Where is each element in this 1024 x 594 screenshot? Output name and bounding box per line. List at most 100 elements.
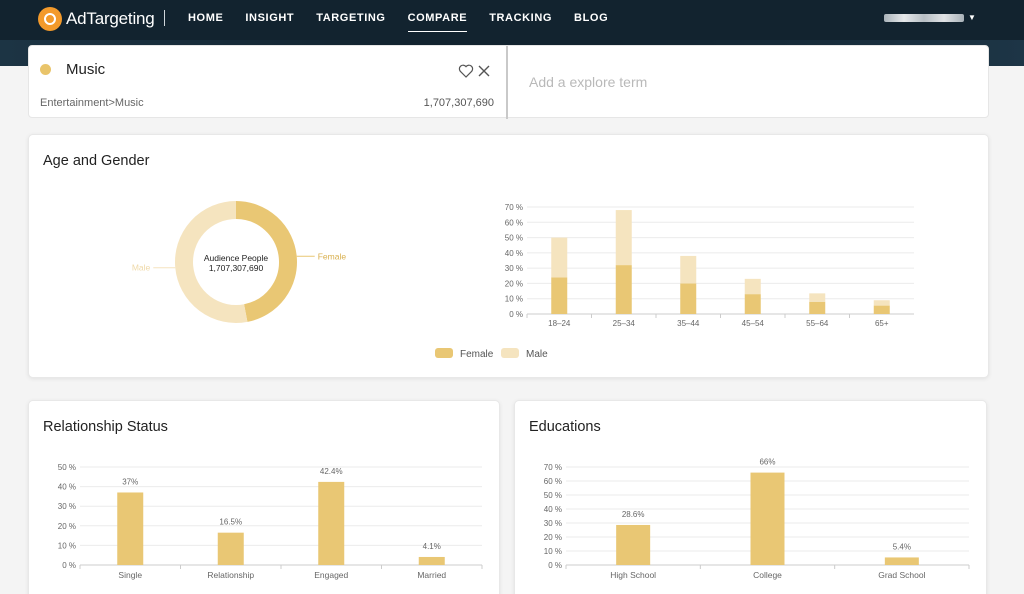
donut-slice-female	[235, 201, 297, 322]
age-bar-female	[551, 277, 568, 314]
age-ytick-label: 70 %	[505, 203, 523, 212]
compare-term-card[interactable]: Music Entertainment>Music 1,707,307,690	[29, 46, 508, 119]
legend-swatch-female	[435, 348, 453, 358]
relationship-value-label: 4.1%	[423, 542, 441, 551]
app-logo[interactable]: AdTargeting	[38, 7, 155, 31]
age-xtick-label: 55–64	[806, 319, 829, 328]
favorite-heart-icon[interactable]	[458, 63, 474, 79]
relationship-bar	[217, 532, 244, 565]
age-xtick-label: 45–54	[742, 319, 765, 328]
age-ytick-label: 10 %	[505, 295, 523, 304]
age-bar-male	[873, 300, 890, 306]
age-gender-title: Age and Gender	[43, 153, 150, 169]
age-bar-male	[744, 278, 761, 295]
age-bar-male	[615, 210, 632, 266]
education-ytick-label: 40 %	[544, 505, 562, 514]
education-xtick-label: College	[753, 570, 782, 580]
compare-bar: Music Entertainment>Music 1,707,307,690	[28, 45, 989, 119]
relationship-ytick-label: 40 %	[58, 483, 76, 492]
relationship-ytick-label: 0 %	[62, 561, 76, 570]
age-bar-female	[809, 301, 826, 314]
user-name: ████████	[884, 13, 964, 22]
relationship-title: Relationship Status	[43, 419, 168, 435]
app-name: AdTargeting	[66, 9, 155, 28]
nav-blog[interactable]: BLOG	[574, 12, 609, 24]
legend-label-male: Male	[526, 349, 548, 360]
age-ytick-label: 20 %	[505, 279, 523, 288]
age-bar-female	[744, 294, 761, 314]
education-value-label: 66%	[759, 458, 775, 467]
main-nav: HOME INSIGHT TARGETING COMPARE TRACKING …	[188, 12, 630, 32]
education-value-label: 28.6%	[622, 510, 645, 519]
education-ytick-label: 60 %	[544, 477, 562, 486]
legend-label-female: Female	[460, 349, 494, 360]
education-value-label: 5.4%	[893, 542, 911, 551]
education-bar	[750, 472, 785, 565]
education-bar-chart: 0 % 10 % 20 % 30 % 40 % 50 % 60 % 70 % 28.6% High…	[544, 458, 970, 580]
relationship-xtick-label: Single	[118, 570, 142, 580]
age-xtick-label: 35–44	[677, 319, 700, 328]
relationship-ytick-label: 30 %	[58, 502, 76, 511]
age-xtick-label: 65+	[875, 319, 889, 328]
age-stacked-bar-chart: 0 % 10 % 20 % 30 % 40 % 50 % 60 % 70 % 18–24 25–3…	[435, 203, 914, 360]
education-ytick-label: 0 %	[548, 561, 562, 570]
age-gender-card: Age and Gender Female Male Audience People…	[28, 134, 989, 378]
close-icon[interactable]	[477, 64, 491, 78]
relationship-ytick-label: 10 %	[58, 541, 76, 550]
donut-label-female: Female	[318, 251, 347, 261]
education-xtick-label: Grad School	[878, 570, 925, 580]
education-xtick-label: High School	[610, 570, 656, 580]
relationship-bar	[418, 556, 445, 565]
donut-label-male: Male	[132, 263, 151, 273]
education-ytick-label: 20 %	[544, 533, 562, 542]
caret-down-icon: ▼	[968, 13, 976, 22]
relationship-ytick-label: 50 %	[58, 463, 76, 472]
age-xtick-label: 25–34	[613, 319, 636, 328]
relationship-value-label: 42.4%	[320, 467, 343, 476]
relationship-xtick-label: Married	[417, 570, 446, 580]
relationship-bar	[117, 492, 144, 565]
age-ytick-label: 40 %	[505, 249, 523, 258]
age-ytick-label: 50 %	[505, 234, 523, 243]
donut-slice-male	[175, 201, 248, 323]
age-bar-female	[615, 265, 632, 314]
education-bar	[884, 557, 919, 565]
age-bar-male	[680, 255, 697, 284]
nav-insight[interactable]: INSIGHT	[245, 12, 295, 24]
education-ytick-label: 70 %	[544, 463, 562, 472]
relationship-card: Relationship Status 0 % 10 % 20 % 30 % 40 % 5…	[28, 400, 500, 594]
donut-center-value: 1,707,307,690	[209, 263, 264, 273]
relationship-value-label: 16.5%	[219, 518, 242, 527]
age-bar-male	[809, 293, 826, 302]
term-category-path: Entertainment>Music	[40, 97, 144, 109]
relationship-bar-chart: 0 % 10 % 20 % 30 % 40 % 50 % 37% Single 16.5% Rel…	[58, 463, 483, 580]
nav-compare[interactable]: COMPARE	[407, 12, 468, 32]
age-ytick-label: 30 %	[505, 264, 523, 273]
age-bar-male	[551, 237, 568, 278]
education-ytick-label: 10 %	[544, 547, 562, 556]
relationship-xtick-label: Engaged	[314, 570, 348, 580]
term-color-dot	[40, 64, 51, 75]
age-xtick-label: 18–24	[548, 319, 571, 328]
age-ytick-label: 0 %	[509, 310, 523, 319]
relationship-xtick-label: Relationship	[207, 570, 254, 580]
explore-term-input[interactable]	[529, 74, 969, 90]
nav-home[interactable]: HOME	[188, 12, 224, 24]
nav-tracking[interactable]: TRACKING	[489, 12, 553, 24]
relationship-value-label: 37%	[122, 477, 138, 486]
relationship-bar	[318, 481, 345, 565]
relationship-ytick-label: 20 %	[58, 522, 76, 531]
education-title: Educations	[529, 419, 601, 435]
donut-center-label: Audience People	[204, 253, 269, 263]
user-menu[interactable]: ████████ ▼	[884, 13, 976, 22]
age-bar-female	[873, 305, 890, 314]
age-bar-female	[680, 283, 697, 314]
education-bar	[616, 524, 651, 565]
education-ytick-label: 50 %	[544, 491, 562, 500]
age-ytick-label: 60 %	[505, 218, 523, 227]
education-ytick-label: 30 %	[544, 519, 562, 528]
legend-swatch-male	[501, 348, 519, 358]
nav-targeting[interactable]: TARGETING	[316, 12, 386, 24]
